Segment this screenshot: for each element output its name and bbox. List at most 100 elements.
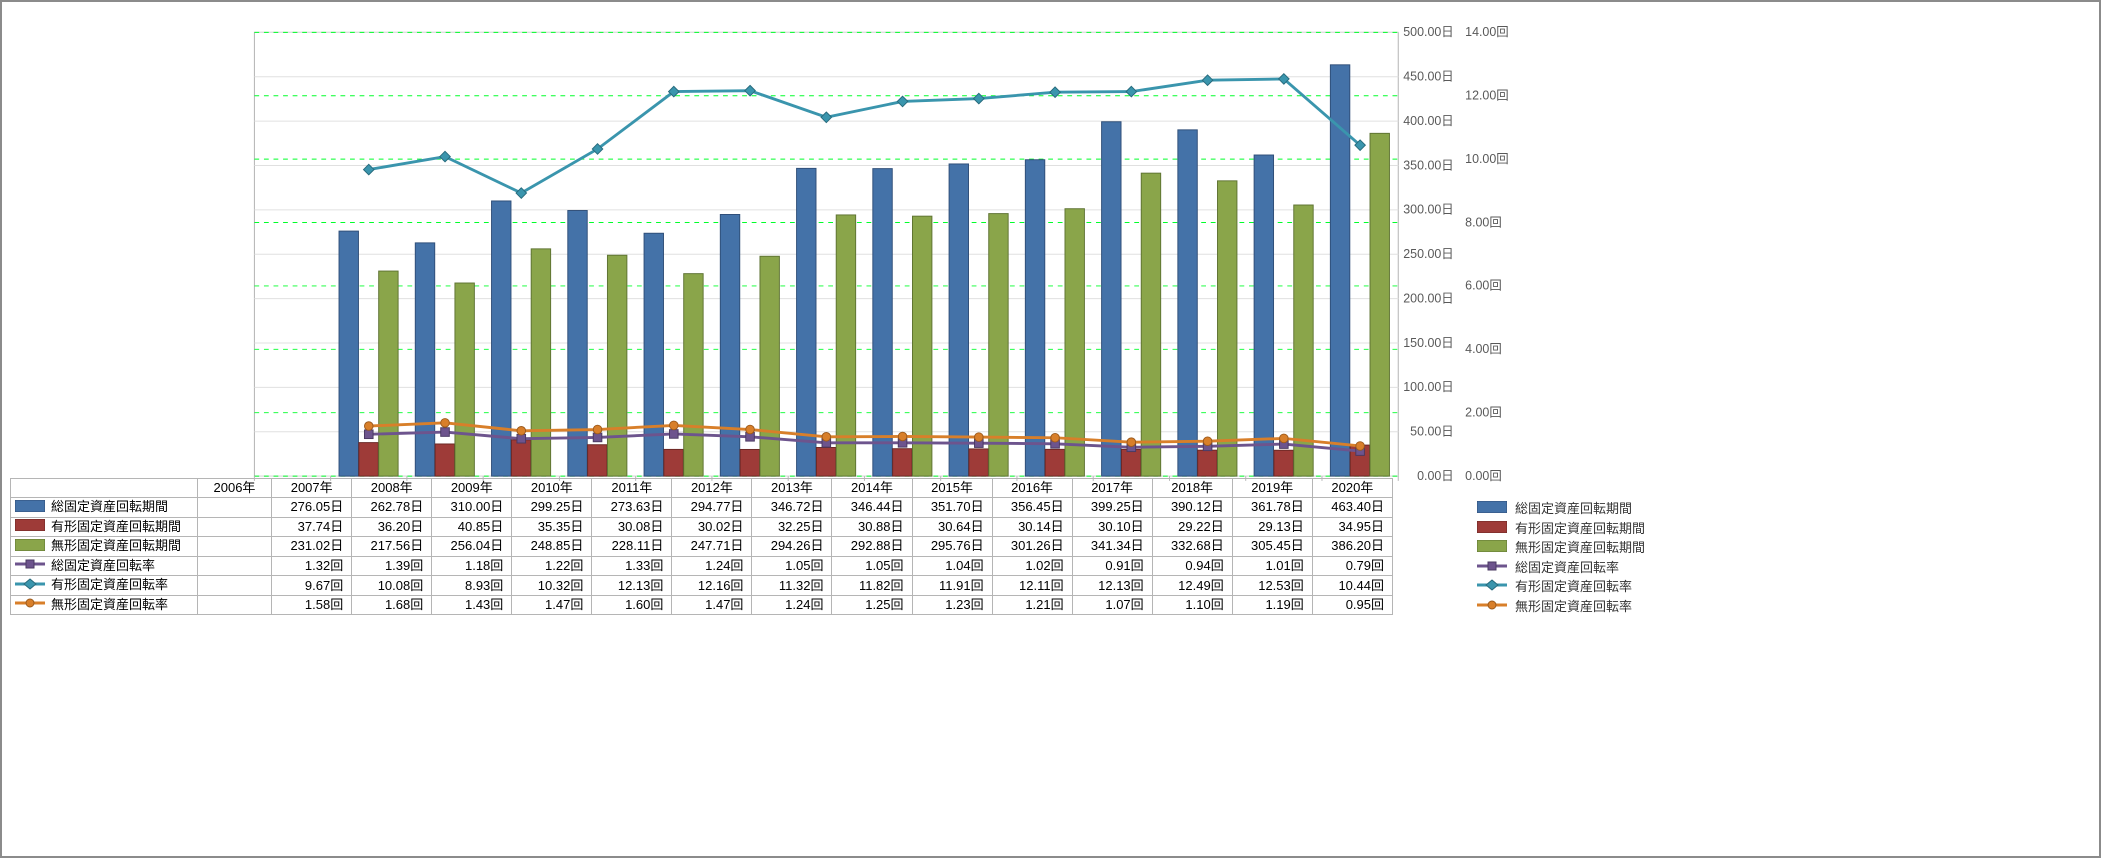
table-cell: 9.67回 bbox=[272, 576, 352, 596]
y-right-tick: 4.00回 bbox=[1465, 342, 1502, 356]
bar-s1 bbox=[1025, 160, 1044, 476]
table-cell: 356.45日 bbox=[992, 498, 1072, 518]
marker-s6 bbox=[1280, 434, 1289, 443]
legend-swatch bbox=[1477, 538, 1507, 558]
table-cell: 273.63日 bbox=[592, 498, 672, 518]
table-col-header: 2014年 bbox=[832, 479, 912, 498]
table-cell: 399.25日 bbox=[1072, 498, 1152, 518]
table-row: 有形固定資産回転期間37.74日36.20日40.85日35.35日30.08日… bbox=[11, 517, 1393, 537]
table-cell: 295.76日 bbox=[912, 537, 992, 557]
table-row: 有形固定資産回転率9.67回10.08回8.93回10.32回12.13回12.… bbox=[11, 576, 1393, 596]
table-col-header: 2015年 bbox=[912, 479, 992, 498]
marker-s5 bbox=[745, 85, 756, 96]
marker-s6 bbox=[364, 422, 373, 431]
table-cell: 12.11回 bbox=[992, 576, 1072, 596]
bar-s2 bbox=[511, 440, 530, 476]
table-cell: 276.05日 bbox=[272, 498, 352, 518]
bar-s3 bbox=[1141, 173, 1160, 476]
table-cell: 256.04日 bbox=[432, 537, 512, 557]
table-cell: 341.34日 bbox=[1072, 537, 1152, 557]
table-cell: 346.72日 bbox=[752, 498, 832, 518]
table-cell: 292.88日 bbox=[832, 537, 912, 557]
table-cell: 1.39回 bbox=[352, 556, 432, 576]
table-cell: 1.43回 bbox=[432, 595, 512, 615]
marker-s6 bbox=[1051, 433, 1060, 442]
bar-s2 bbox=[969, 449, 988, 476]
table-cell: 35.35日 bbox=[512, 517, 592, 537]
table-cell: 262.78日 bbox=[352, 498, 432, 518]
table-cell: 30.08日 bbox=[592, 517, 672, 537]
table-cell: 36.20日 bbox=[352, 517, 432, 537]
marker-s6 bbox=[517, 426, 526, 435]
table-header-row: 2006年2007年2008年2009年2010年2011年2012年2013年… bbox=[11, 479, 1393, 498]
table-cell: 1.60回 bbox=[592, 595, 672, 615]
table-cell: 10.44回 bbox=[1312, 576, 1392, 596]
table-cell: 29.22日 bbox=[1152, 517, 1232, 537]
table-row-header: 総固定資産回転率 bbox=[11, 556, 198, 576]
bar-s2 bbox=[893, 449, 912, 476]
table-cell: 299.25日 bbox=[512, 498, 592, 518]
table-cell: 390.12日 bbox=[1152, 498, 1232, 518]
marker-s6 bbox=[1356, 442, 1365, 451]
legend-item: 無形固定資産回転率 bbox=[1477, 598, 1645, 617]
marker-s6 bbox=[746, 425, 755, 434]
table-cell: 11.91回 bbox=[912, 576, 992, 596]
table-col-header: 2020年 bbox=[1312, 479, 1392, 498]
y-left-tick: 250.00日 bbox=[1403, 247, 1453, 261]
bar-s3 bbox=[607, 255, 626, 476]
table-cell: 294.77日 bbox=[672, 498, 752, 518]
y-left-tick: 200.00日 bbox=[1403, 291, 1453, 305]
table-cell: 217.56日 bbox=[352, 537, 432, 557]
table-cell: 228.11日 bbox=[592, 537, 672, 557]
bar-s2 bbox=[740, 449, 759, 476]
bar-s3 bbox=[531, 249, 550, 476]
y-right-tick: 2.00回 bbox=[1465, 406, 1502, 420]
table-cell: 1.07回 bbox=[1072, 595, 1152, 615]
y-left-tick: 400.00日 bbox=[1403, 114, 1453, 128]
table-cell: 30.10日 bbox=[1072, 517, 1152, 537]
table-cell: 30.64日 bbox=[912, 517, 992, 537]
marker-s4 bbox=[669, 430, 678, 439]
table-cell: 1.47回 bbox=[672, 595, 752, 615]
bar-s1 bbox=[1254, 155, 1273, 476]
bar-s2 bbox=[1198, 450, 1217, 476]
table-cell: 30.88日 bbox=[832, 517, 912, 537]
table-cell: 12.13回 bbox=[592, 576, 672, 596]
table-cell: 248.85日 bbox=[512, 537, 592, 557]
bar-s2 bbox=[664, 449, 683, 476]
y-right-tick: 14.00回 bbox=[1465, 25, 1509, 39]
table-col-header: 2010年 bbox=[512, 479, 592, 498]
table-cell: 351.70日 bbox=[912, 498, 992, 518]
table-col-header: 2016年 bbox=[992, 479, 1072, 498]
table-row: 無形固定資産回転期間231.02日217.56日256.04日248.85日22… bbox=[11, 537, 1393, 557]
legend-item: 無形固定資産回転期間 bbox=[1477, 539, 1645, 558]
table-cell: 1.24回 bbox=[672, 556, 752, 576]
table-cell: 231.02日 bbox=[272, 537, 352, 557]
data-table: 2006年2007年2008年2009年2010年2011年2012年2013年… bbox=[10, 478, 1393, 615]
table-cell: 332.68日 bbox=[1152, 537, 1232, 557]
table-col-header: 2018年 bbox=[1152, 479, 1232, 498]
bar-s1 bbox=[339, 231, 358, 476]
table-cell: 8.93回 bbox=[432, 576, 512, 596]
table-row: 総固定資産回転率1.32回1.39回1.18回1.22回1.33回1.24回1.… bbox=[11, 556, 1393, 576]
bar-s3 bbox=[1218, 181, 1237, 476]
table-cell: 1.04回 bbox=[912, 556, 992, 576]
chart-area: 0.00日50.00日100.00日150.00日200.00日250.00日3… bbox=[197, 12, 1513, 506]
series-legend: 総固定資産回転期間有形固定資産回転期間無形固定資産回転期間総固定資産回転率有形固… bbox=[1477, 500, 1645, 617]
bar-s2 bbox=[1045, 449, 1064, 476]
table-cell: 0.95回 bbox=[1312, 595, 1392, 615]
table-cell: 32.25日 bbox=[752, 517, 832, 537]
bar-s2 bbox=[588, 445, 607, 476]
table-cell: 305.45日 bbox=[1232, 537, 1312, 557]
bar-s3 bbox=[379, 271, 398, 476]
legend-label: 有形固定資産回転率 bbox=[1515, 577, 1632, 597]
marker-s6 bbox=[822, 432, 831, 441]
table-cell: 12.49回 bbox=[1152, 576, 1232, 596]
marker-s6 bbox=[1203, 437, 1212, 446]
table-cell bbox=[197, 556, 271, 576]
table-cell bbox=[197, 595, 271, 615]
y-left-tick: 500.00日 bbox=[1403, 25, 1453, 39]
table-cell: 247.71日 bbox=[672, 537, 752, 557]
table-col-header: 2013年 bbox=[752, 479, 832, 498]
legend-swatch bbox=[1477, 519, 1507, 539]
